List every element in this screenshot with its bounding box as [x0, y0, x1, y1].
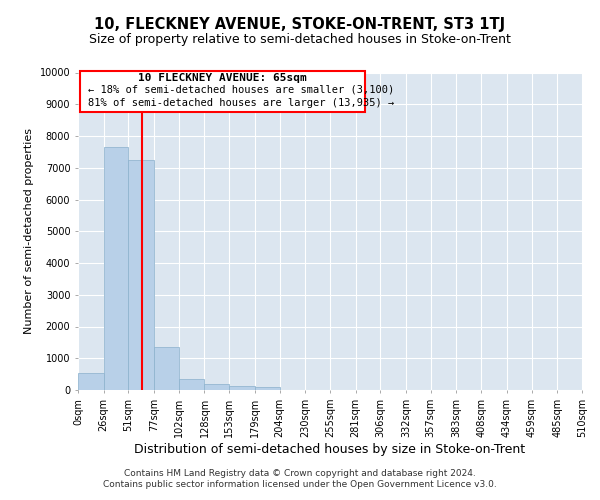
- Bar: [229, 386, 255, 390]
- Bar: [104, 147, 128, 390]
- Text: ← 18% of semi-detached houses are smaller (3,100): ← 18% of semi-detached houses are smalle…: [88, 84, 394, 94]
- Bar: [128, 160, 154, 390]
- Bar: [255, 387, 280, 390]
- X-axis label: Distribution of semi-detached houses by size in Stoke-on-Trent: Distribution of semi-detached houses by …: [134, 442, 526, 456]
- Text: Contains HM Land Registry data © Crown copyright and database right 2024.: Contains HM Land Registry data © Crown c…: [124, 468, 476, 477]
- Text: Size of property relative to semi-detached houses in Stoke-on-Trent: Size of property relative to semi-detach…: [89, 32, 511, 46]
- Text: 10, FLECKNEY AVENUE, STOKE-ON-TRENT, ST3 1TJ: 10, FLECKNEY AVENUE, STOKE-ON-TRENT, ST3…: [94, 18, 506, 32]
- Bar: [78, 372, 104, 390]
- Bar: [80, 71, 365, 112]
- Text: 10 FLECKNEY AVENUE: 65sqm: 10 FLECKNEY AVENUE: 65sqm: [138, 73, 307, 83]
- Y-axis label: Number of semi-detached properties: Number of semi-detached properties: [24, 128, 34, 334]
- Text: Contains public sector information licensed under the Open Government Licence v3: Contains public sector information licen…: [103, 480, 497, 489]
- Bar: [154, 347, 179, 390]
- Bar: [179, 379, 205, 390]
- Text: 81% of semi-detached houses are larger (13,935) →: 81% of semi-detached houses are larger (…: [88, 98, 394, 108]
- Bar: [205, 384, 229, 390]
